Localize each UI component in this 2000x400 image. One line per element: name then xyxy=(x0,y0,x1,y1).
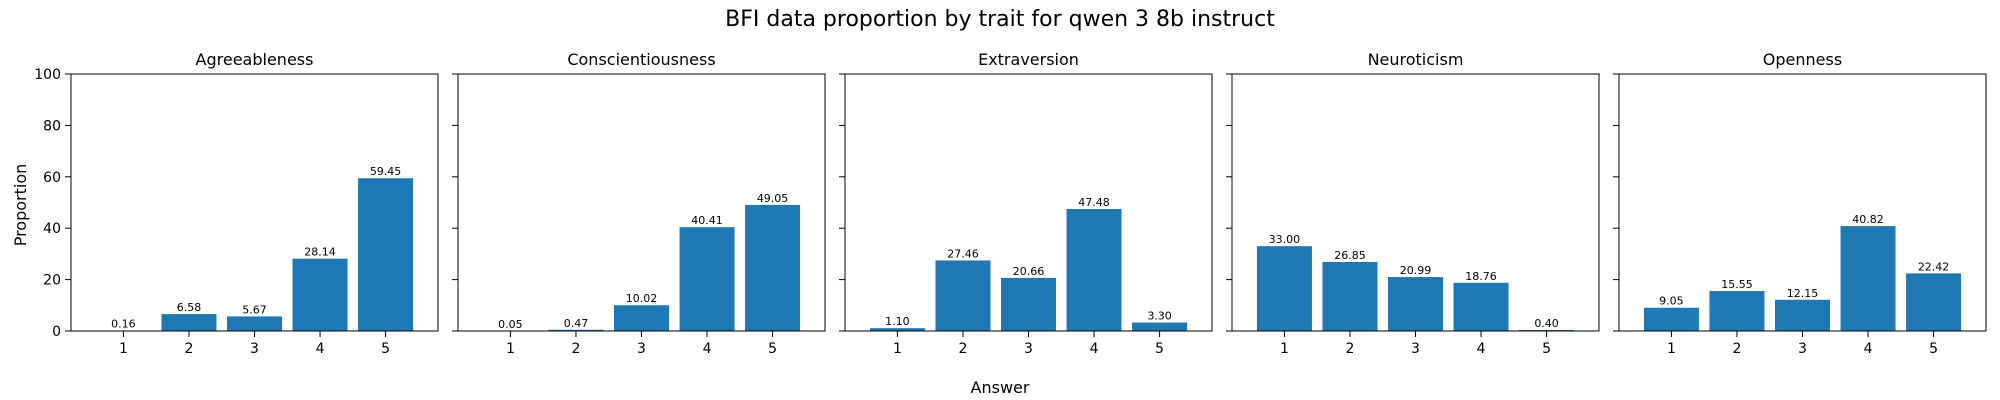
data-label: 40.82 xyxy=(1852,213,1884,226)
data-label: 26.85 xyxy=(1334,249,1366,262)
bar xyxy=(227,316,282,331)
x-tick-label: 2 xyxy=(959,341,968,357)
panel-title: Openness xyxy=(1763,50,1842,69)
panel-extraversion: Extraversion 1 1.10 2 27.46 3 20.66 4 47.48 5 3.30 xyxy=(839,50,1213,357)
bar xyxy=(358,178,414,331)
data-label: 33.00 xyxy=(1269,233,1301,246)
bar xyxy=(1001,277,1056,331)
x-tick-label: 3 xyxy=(637,341,646,357)
bar xyxy=(614,305,669,331)
x-tick-label: 2 xyxy=(1346,341,1355,357)
bar xyxy=(679,227,735,331)
data-label: 20.99 xyxy=(1400,264,1432,277)
data-label: 6.58 xyxy=(177,301,202,314)
bar xyxy=(1066,208,1122,331)
x-tick-label: 1 xyxy=(506,341,515,357)
x-tick-label: 4 xyxy=(1864,341,1873,357)
x-tick-label: 4 xyxy=(703,341,712,357)
panel-title: Neuroticism xyxy=(1368,50,1464,69)
x-tick-label: 5 xyxy=(1155,341,1164,357)
x-tick-label: 1 xyxy=(1280,341,1289,357)
data-label: 0.40 xyxy=(1534,317,1559,330)
data-label: 59.45 xyxy=(370,165,402,178)
data-label: 40.41 xyxy=(691,214,723,227)
bar xyxy=(1840,226,1896,331)
x-tick-label: 3 xyxy=(1798,341,1807,357)
x-tick-label: 4 xyxy=(1090,341,1099,357)
bar xyxy=(745,204,801,331)
bar xyxy=(161,314,217,331)
x-tick-label: 1 xyxy=(119,341,128,357)
x-tick-label: 5 xyxy=(1542,341,1551,357)
y-tick-label: 80 xyxy=(43,118,61,134)
data-label: 47.48 xyxy=(1078,196,1110,209)
panel-title: Conscientiousness xyxy=(567,50,715,69)
bar xyxy=(1643,307,1699,331)
x-tick-label: 2 xyxy=(572,341,581,357)
bar xyxy=(1388,277,1443,331)
plot-frame xyxy=(1231,73,1600,332)
data-label: 20.66 xyxy=(1013,265,1045,278)
data-label: 22.42 xyxy=(1918,260,1950,273)
plot-frame xyxy=(70,73,439,332)
data-label: 0.05 xyxy=(498,318,523,331)
data-label: 18.76 xyxy=(1465,270,1497,283)
data-label: 0.47 xyxy=(564,317,589,330)
bar xyxy=(1132,322,1188,331)
data-label: 0.16 xyxy=(111,318,136,331)
y-tick-label: 40 xyxy=(43,221,61,237)
data-label: 27.46 xyxy=(947,247,979,260)
data-label: 15.55 xyxy=(1721,278,1753,291)
panels: Agreeableness 0 20 40 60 80 100 1 0.16 2 6.58 3 5.67… xyxy=(34,50,1987,357)
figure-title: BFI data proportion by trait for qwen 3 … xyxy=(725,7,1275,32)
x-tick-label: 2 xyxy=(1733,341,1742,357)
bar xyxy=(1709,291,1765,331)
bar xyxy=(869,328,925,331)
data-label: 12.15 xyxy=(1787,287,1819,300)
x-tick-label: 3 xyxy=(1411,341,1420,357)
x-tick-label: 1 xyxy=(1667,341,1676,357)
data-label: 49.05 xyxy=(757,192,789,205)
bar xyxy=(1775,299,1830,331)
y-tick-label: 0 xyxy=(52,324,61,340)
y-tick-label: 60 xyxy=(43,170,61,186)
x-tick-label: 5 xyxy=(381,341,390,357)
bar xyxy=(292,258,348,331)
panel-title: Extraversion xyxy=(978,50,1079,69)
y-tick-label: 20 xyxy=(43,273,61,289)
bar xyxy=(1256,246,1312,331)
data-label: 5.67 xyxy=(242,303,267,316)
bar xyxy=(548,329,604,331)
x-tick-label: 3 xyxy=(250,341,259,357)
plot-frame xyxy=(1618,73,1987,332)
x-tick-label: 5 xyxy=(1929,341,1938,357)
data-label: 1.10 xyxy=(885,315,910,328)
panel-neuroticism: Neuroticism 1 33.00 2 26.85 3 20.99 4 18.76 5 0.40 xyxy=(1226,50,1600,357)
data-label: 3.30 xyxy=(1147,310,1172,323)
x-tick-label: 2 xyxy=(185,341,194,357)
bar xyxy=(1906,273,1962,331)
plot-frame xyxy=(457,73,826,332)
bar xyxy=(1453,282,1509,331)
bar xyxy=(935,260,991,331)
x-tick-label: 4 xyxy=(1477,341,1486,357)
y-axis-label: Proportion xyxy=(11,164,30,247)
bar xyxy=(1322,261,1378,331)
x-tick-label: 1 xyxy=(893,341,902,357)
bar xyxy=(1519,329,1575,331)
x-axis-label: Answer xyxy=(971,378,1030,397)
data-label: 28.14 xyxy=(304,246,336,259)
plot-frame xyxy=(844,73,1213,332)
panel-conscientiousness: Conscientiousness 1 0.05 2 0.47 3 10.02 4 40.41 5… xyxy=(452,50,826,357)
panel-agreeableness: Agreeableness 0 20 40 60 80 100 1 0.16 2 6.58 3 5.67… xyxy=(34,50,439,357)
data-label: 9.05 xyxy=(1659,295,1684,308)
y-tick-label: 100 xyxy=(34,67,61,83)
panel-title: Agreeableness xyxy=(196,50,314,69)
x-tick-label: 4 xyxy=(316,341,325,357)
x-tick-label: 5 xyxy=(768,341,777,357)
panel-openness: Openness 1 9.05 2 15.55 3 12.15 4 40.82 5 22.42 xyxy=(1613,50,1987,357)
x-tick-label: 3 xyxy=(1024,341,1033,357)
data-label: 10.02 xyxy=(626,292,658,305)
